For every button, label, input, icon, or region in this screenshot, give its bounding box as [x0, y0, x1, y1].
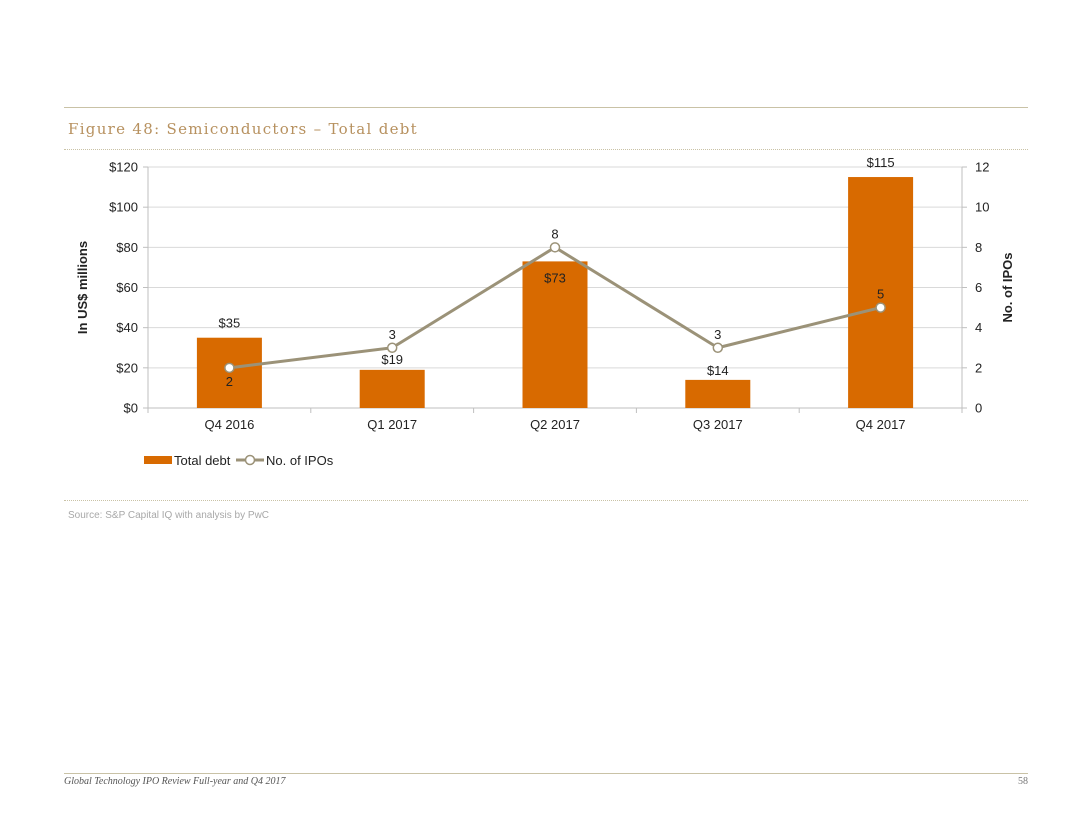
y2-tick-label: 12: [975, 160, 989, 175]
line-point: [224, 362, 235, 374]
legend-marker-no-of-ipos: [244, 454, 256, 466]
y2-tick-label: 0: [975, 401, 982, 416]
line-data-label: 3: [389, 327, 396, 342]
title-divider: [64, 149, 1028, 150]
y2-axis-title: No. of IPOs: [1000, 252, 1015, 322]
line-data-label: 3: [714, 327, 721, 342]
line-point: [386, 342, 398, 353]
y2-tick-label: 2: [975, 360, 982, 375]
bar-data-label: $19: [381, 352, 403, 367]
y-tick-label: $100: [109, 200, 138, 215]
footer-title: Global Technology IPO Review Full-year a…: [64, 776, 286, 787]
y2-tick-label: 6: [975, 280, 982, 295]
bar-total-debt: [359, 369, 425, 408]
bar-data-label: $35: [219, 316, 241, 331]
line-data-label: 8: [551, 226, 558, 241]
x-tick-label: Q3 2017: [693, 417, 743, 432]
footer-rule: [64, 773, 1028, 774]
y-tick-label: $120: [109, 160, 138, 175]
bar-data-label: $115: [867, 155, 895, 170]
top-rule: [64, 107, 1028, 108]
line-data-label: 5: [877, 287, 884, 302]
bar-total-debt: [685, 379, 751, 408]
y2-tick-label: 10: [975, 200, 989, 215]
x-tick-label: Q2 2017: [530, 417, 580, 432]
bar-data-label: $73: [544, 270, 566, 285]
source-divider: [64, 500, 1028, 501]
line-point: [875, 302, 886, 313]
line-data-label: 2: [226, 374, 233, 389]
y-tick-label: $20: [116, 360, 138, 375]
legend-label-total-debt: Total debt: [174, 453, 231, 468]
legend-swatch-total-debt: [144, 456, 172, 464]
x-tick-label: Q4 2016: [204, 417, 254, 432]
bar-data-label: $14: [707, 363, 729, 378]
y2-tick-label: 4: [975, 320, 982, 335]
page-number: 58: [1018, 776, 1028, 787]
bar-total-debt: [522, 261, 588, 408]
y-tick-label: $0: [124, 401, 138, 416]
y-tick-label: $60: [116, 280, 138, 295]
x-tick-label: Q1 2017: [367, 417, 417, 432]
x-tick-label: Q4 2017: [856, 417, 906, 432]
chart: $0 $20 $40 $60 $80 $100 $120 0 2 4 6 8 10 12 Q4 2016 Q1…: [75, 155, 1015, 468]
bar-total-debt: [848, 177, 914, 408]
y-tick-label: $40: [116, 320, 138, 335]
line-point: [549, 242, 561, 253]
y-axis-title: In US$ millions: [75, 241, 90, 334]
figure-title: Figure 48: Semiconductors – Total debt: [68, 120, 419, 138]
line-point: [712, 342, 724, 353]
legend-label-no-of-ipos: No. of IPOs: [266, 453, 334, 468]
y2-tick-label: 8: [975, 240, 982, 255]
y-tick-label: $80: [116, 240, 138, 255]
source-note: Source: S&P Capital IQ with analysis by …: [68, 510, 270, 521]
